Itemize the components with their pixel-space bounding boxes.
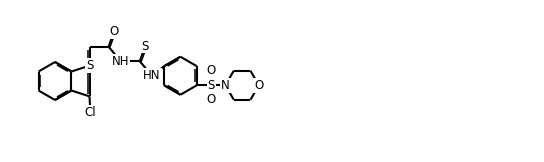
Text: NH: NH xyxy=(112,55,129,68)
Text: O: O xyxy=(254,79,263,92)
Text: O: O xyxy=(207,93,216,106)
Text: HN: HN xyxy=(143,69,160,82)
Text: Cl: Cl xyxy=(84,106,96,119)
Text: N: N xyxy=(221,79,230,92)
Text: S: S xyxy=(207,79,215,92)
Text: S: S xyxy=(141,40,149,52)
Text: S: S xyxy=(86,59,93,72)
Text: N: N xyxy=(221,79,230,92)
Text: O: O xyxy=(109,25,119,38)
Text: O: O xyxy=(207,64,216,77)
